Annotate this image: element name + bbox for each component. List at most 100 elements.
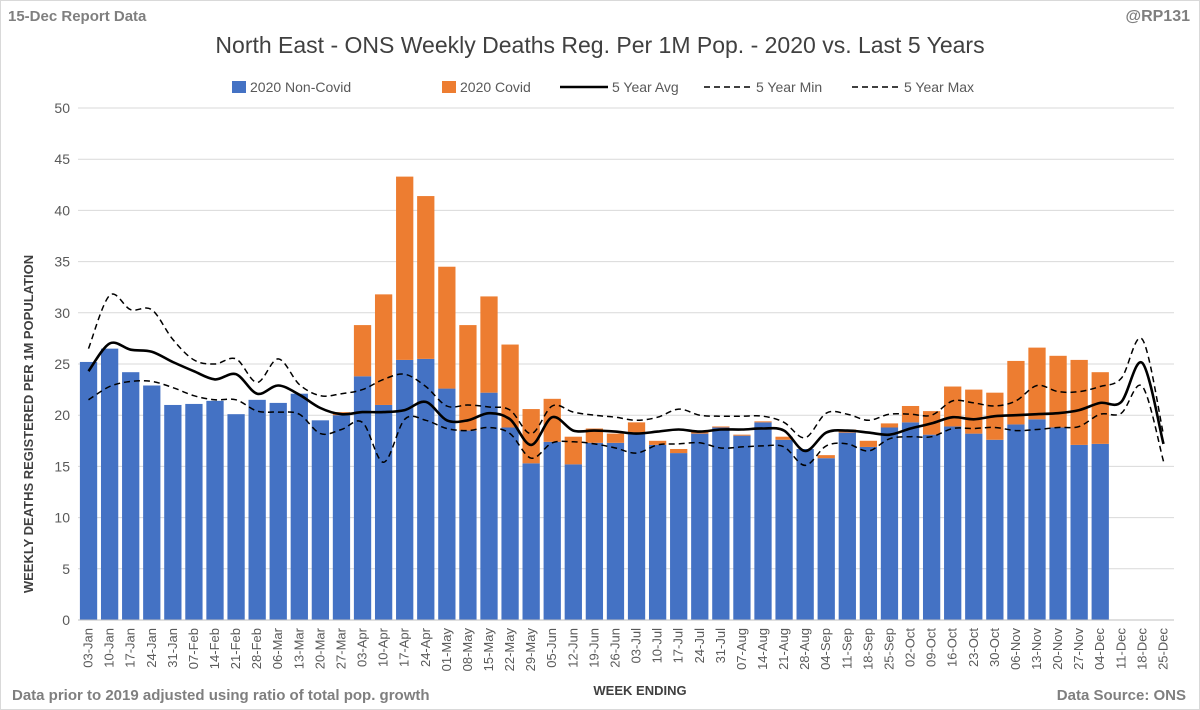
x-tick-label: 03-Apr xyxy=(355,627,370,667)
bar-non-covid xyxy=(100,348,119,620)
bar-non-covid xyxy=(79,361,98,620)
bar-non-covid xyxy=(880,427,899,620)
bar-non-covid xyxy=(1007,424,1025,620)
bar-covid xyxy=(459,325,477,431)
x-tick-label: 21-Aug xyxy=(776,628,791,670)
bar-non-covid xyxy=(332,415,351,620)
bar-non-covid xyxy=(944,426,962,620)
bar-covid xyxy=(859,440,878,447)
bar-covid xyxy=(880,423,899,428)
legend-covid-label: 2020 Covid xyxy=(460,79,531,95)
bar-covid xyxy=(1007,360,1025,425)
x-tick-label: 07-Feb xyxy=(186,628,201,669)
bar-covid xyxy=(480,296,498,393)
bar-non-covid xyxy=(648,444,667,620)
x-tick-label: 04-Dec xyxy=(1092,628,1107,670)
x-tick-label: 05-Jun xyxy=(544,628,559,668)
x-tick-label: 31-Jan xyxy=(165,628,180,668)
bar-covid xyxy=(712,426,730,428)
bar-covid xyxy=(1049,355,1067,428)
bar-non-covid xyxy=(206,400,224,620)
bar-non-covid xyxy=(1070,444,1088,620)
bar-non-covid xyxy=(396,359,414,620)
legend-5-year-min-label: 5 Year Min xyxy=(756,79,822,95)
chart-title: North East - ONS Weekly Deaths Reg. Per … xyxy=(215,32,985,58)
x-tick-label: 17-Jan xyxy=(123,628,138,668)
bar-covid xyxy=(1070,359,1088,445)
bar-covid xyxy=(374,294,393,405)
series-line-5-year-avg xyxy=(87,341,1165,453)
x-tick-label: 07-Aug xyxy=(734,628,749,670)
y-tick-label: 45 xyxy=(54,151,70,167)
bar-non-covid xyxy=(185,403,203,620)
bar-covid xyxy=(1028,347,1046,420)
x-tick-label: 08-May xyxy=(460,628,475,672)
x-tick-label: 02-Oct xyxy=(903,628,918,667)
x-tick-label: 20-Mar xyxy=(312,627,327,669)
bar-covid xyxy=(754,421,772,423)
y-tick-label: 15 xyxy=(54,458,70,474)
x-tick-label: 25-Dec xyxy=(1155,628,1170,670)
bar-covid xyxy=(1091,372,1109,444)
bar-non-covid xyxy=(965,433,983,620)
bar-covid xyxy=(438,266,456,389)
bar-non-covid xyxy=(543,441,561,620)
x-tick-label: 03-Jan xyxy=(81,628,96,668)
bar-non-covid xyxy=(1091,443,1109,620)
bar-non-covid xyxy=(501,427,519,620)
author-handle: @RP131 xyxy=(1125,8,1190,25)
bar-non-covid xyxy=(986,439,1004,620)
x-tick-label: 19-Jun xyxy=(586,628,601,668)
x-tick-label: 23-Oct xyxy=(966,628,981,667)
bar-covid xyxy=(901,405,920,423)
bar-non-covid xyxy=(248,399,266,620)
bar-covid xyxy=(417,196,435,359)
y-tick-label: 30 xyxy=(54,305,70,321)
bar-non-covid xyxy=(459,430,477,620)
x-tick-label: 30-Oct xyxy=(987,628,1002,667)
x-tick-label: 14-Aug xyxy=(755,628,770,670)
x-axis-title: WEEK ENDING xyxy=(593,683,686,698)
x-tick-label: 27-Nov xyxy=(1071,628,1086,670)
bar-non-covid xyxy=(417,358,435,620)
x-tick-label: 03-Jul xyxy=(629,628,644,664)
bar-covid xyxy=(606,433,625,443)
bar-covid xyxy=(733,434,751,436)
bar-covid xyxy=(585,428,604,443)
x-tick-label: 11-Sep xyxy=(839,628,854,669)
series-line-5-year-min xyxy=(88,379,1165,467)
x-tick-label: 28-Aug xyxy=(797,628,812,670)
bar-covid xyxy=(648,440,667,445)
y-tick-label: 25 xyxy=(54,356,70,372)
bar-covid xyxy=(522,409,540,464)
legend-5-year-max-label: 5 Year Max xyxy=(904,79,974,95)
legend-non-covid-label: 2020 Non-Covid xyxy=(250,79,351,95)
bar-non-covid xyxy=(164,404,182,620)
footer-note: Data prior to 2019 adjusted using ratio … xyxy=(12,687,430,704)
bar-non-covid xyxy=(290,393,308,620)
bar-non-covid xyxy=(606,442,625,620)
y-tick-label: 20 xyxy=(54,407,70,423)
x-tick-label: 18-Dec xyxy=(1134,628,1149,670)
bar-non-covid xyxy=(859,446,878,620)
bar-non-covid xyxy=(712,427,730,620)
bar-non-covid xyxy=(796,448,814,620)
x-tick-label: 12-Jun xyxy=(565,628,580,668)
bar-covid xyxy=(965,389,983,434)
x-tick-label: 06-Mar xyxy=(270,627,285,669)
bar-non-covid xyxy=(670,453,688,620)
x-tick-label: 29-May xyxy=(523,628,538,672)
x-tick-label: 21-Feb xyxy=(228,628,243,669)
x-tick-label: 28-Feb xyxy=(249,628,264,669)
data-source: Data Source: ONS xyxy=(1056,687,1186,704)
report-label: 15-Dec Report Data xyxy=(8,8,147,25)
x-tick-label: 27-Mar xyxy=(333,627,348,669)
bar-non-covid xyxy=(374,404,393,620)
bar-non-covid xyxy=(775,439,793,620)
x-tick-label: 09-Oct xyxy=(924,628,939,667)
x-tick-label: 22-May xyxy=(502,628,517,672)
x-tick-label: 18-Sep xyxy=(860,628,875,670)
bar-non-covid xyxy=(733,435,751,620)
x-tick-label: 24-Jan xyxy=(144,628,159,668)
bar-non-covid xyxy=(754,422,772,620)
